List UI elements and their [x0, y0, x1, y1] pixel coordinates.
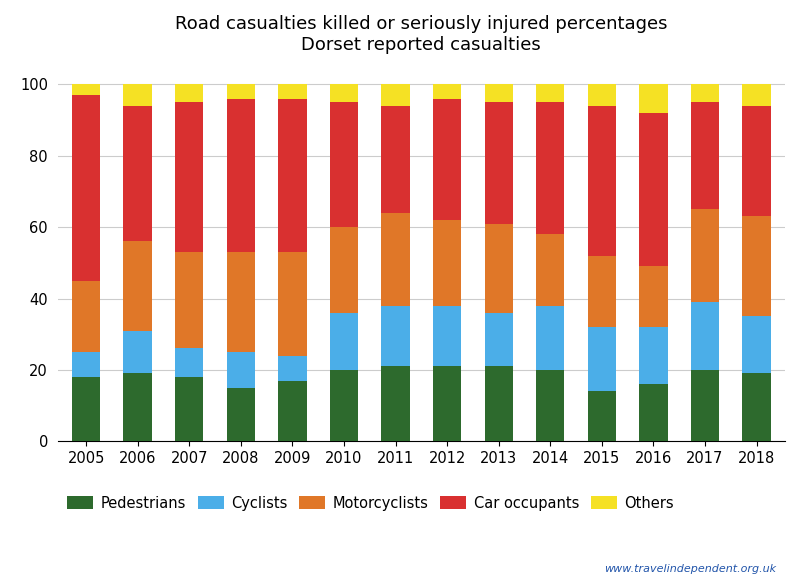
- Bar: [226, 84, 255, 99]
- Bar: [123, 331, 152, 374]
- Bar: [742, 374, 771, 441]
- Bar: [639, 384, 668, 441]
- Bar: [72, 352, 100, 377]
- Bar: [278, 252, 306, 356]
- Bar: [72, 84, 100, 95]
- Bar: [278, 84, 306, 99]
- Title: Road casualties killed or seriously injured percentages
Dorset reported casualti: Road casualties killed or seriously inju…: [175, 15, 668, 54]
- Bar: [485, 223, 513, 313]
- Bar: [536, 234, 565, 306]
- Bar: [278, 356, 306, 380]
- Bar: [72, 281, 100, 352]
- Bar: [433, 306, 462, 367]
- Bar: [123, 84, 152, 106]
- Bar: [330, 84, 358, 102]
- Bar: [639, 327, 668, 384]
- Bar: [226, 352, 255, 388]
- Bar: [330, 370, 358, 441]
- Bar: [691, 302, 719, 370]
- Bar: [691, 84, 719, 102]
- Bar: [691, 102, 719, 209]
- Bar: [536, 102, 565, 234]
- Bar: [175, 84, 203, 102]
- Bar: [588, 84, 616, 106]
- Bar: [485, 102, 513, 223]
- Bar: [588, 327, 616, 392]
- Bar: [330, 313, 358, 370]
- Bar: [330, 102, 358, 227]
- Text: www.travelindependent.org.uk: www.travelindependent.org.uk: [604, 564, 776, 574]
- Bar: [123, 106, 152, 241]
- Bar: [639, 113, 668, 266]
- Bar: [588, 256, 616, 327]
- Bar: [536, 84, 565, 102]
- Bar: [536, 306, 565, 370]
- Bar: [742, 216, 771, 316]
- Bar: [639, 266, 668, 327]
- Bar: [175, 349, 203, 377]
- Bar: [588, 392, 616, 441]
- Bar: [485, 313, 513, 367]
- Legend: Pedestrians, Cyclists, Motorcyclists, Car occupants, Others: Pedestrians, Cyclists, Motorcyclists, Ca…: [61, 490, 680, 517]
- Bar: [639, 84, 668, 113]
- Bar: [433, 367, 462, 441]
- Bar: [226, 388, 255, 441]
- Bar: [485, 84, 513, 102]
- Bar: [382, 213, 410, 306]
- Bar: [742, 316, 771, 374]
- Bar: [742, 106, 771, 216]
- Bar: [123, 241, 152, 331]
- Bar: [382, 306, 410, 367]
- Bar: [72, 95, 100, 281]
- Bar: [433, 84, 462, 99]
- Bar: [588, 106, 616, 256]
- Bar: [226, 252, 255, 352]
- Bar: [175, 377, 203, 441]
- Bar: [175, 102, 203, 252]
- Bar: [691, 209, 719, 302]
- Bar: [123, 374, 152, 441]
- Bar: [278, 99, 306, 252]
- Bar: [433, 99, 462, 220]
- Bar: [226, 99, 255, 252]
- Bar: [742, 84, 771, 106]
- Bar: [691, 370, 719, 441]
- Bar: [433, 220, 462, 306]
- Bar: [382, 84, 410, 106]
- Bar: [330, 227, 358, 313]
- Bar: [72, 377, 100, 441]
- Bar: [382, 367, 410, 441]
- Bar: [382, 106, 410, 213]
- Bar: [485, 367, 513, 441]
- Bar: [278, 380, 306, 441]
- Bar: [175, 252, 203, 349]
- Bar: [536, 370, 565, 441]
